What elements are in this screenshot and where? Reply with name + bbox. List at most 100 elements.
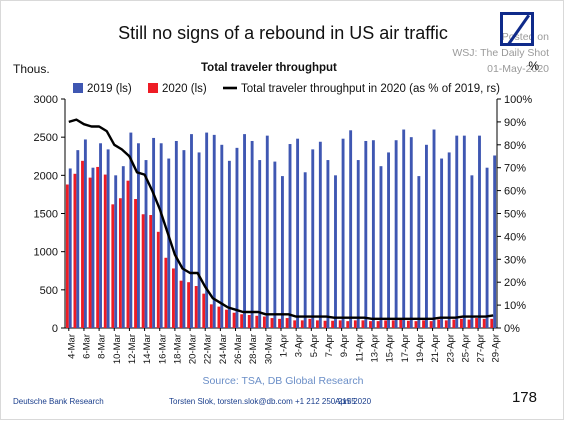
x-tick-label: 11-Apr bbox=[354, 334, 365, 362]
y-tick-label-left: 3000 bbox=[34, 94, 58, 106]
bar-2019 bbox=[379, 166, 383, 328]
bar-2020 bbox=[88, 177, 92, 328]
y-tick-label-right: 0% bbox=[504, 323, 520, 335]
x-tick-label: 7-Apr bbox=[324, 334, 335, 357]
bar-2019 bbox=[364, 140, 368, 328]
x-tick-label: 12-Mar bbox=[127, 334, 138, 364]
x-tick-label: 26-Mar bbox=[233, 334, 244, 364]
bar-2019 bbox=[167, 158, 171, 328]
y-tick-label-right: 30% bbox=[504, 254, 526, 266]
bar-2019 bbox=[409, 137, 413, 328]
x-tick-label: 3-Apr bbox=[294, 334, 305, 357]
bar-2020 bbox=[391, 320, 395, 328]
bar-2019 bbox=[478, 135, 481, 328]
bar-2020 bbox=[437, 319, 441, 328]
bar-2020 bbox=[316, 320, 319, 328]
bar-2020 bbox=[414, 321, 418, 328]
bar-2019 bbox=[182, 150, 186, 328]
watermark-line: 01-May-2020 bbox=[487, 63, 549, 75]
bar-2019 bbox=[190, 134, 193, 328]
y-tick-label-left: 500 bbox=[40, 285, 58, 297]
y-tick-label-left: 1000 bbox=[34, 247, 58, 259]
bar-2020 bbox=[103, 174, 107, 328]
x-tick-label: 24-Mar bbox=[218, 334, 229, 364]
y-tick-label-right: 90% bbox=[504, 117, 526, 129]
bar-2020 bbox=[331, 320, 335, 328]
bar-2019 bbox=[371, 140, 375, 328]
bar-2020 bbox=[285, 318, 289, 328]
bar-2020 bbox=[179, 280, 183, 328]
bar-2020 bbox=[141, 214, 145, 328]
legend-label-2020: 2020 (ls) bbox=[162, 83, 207, 95]
x-tick-label: 21-Apr bbox=[430, 334, 441, 363]
bar-2020 bbox=[399, 319, 403, 328]
bar-2020 bbox=[126, 180, 130, 328]
page-title: Still no signs of a rebound in US air tr… bbox=[118, 23, 448, 43]
bar-2020 bbox=[278, 318, 281, 328]
x-tick-label: 10-Mar bbox=[112, 334, 123, 364]
chart-title: Total traveler throughput bbox=[201, 62, 337, 74]
bar-2019 bbox=[387, 152, 390, 328]
bar-2020 bbox=[262, 316, 266, 328]
bar-2019 bbox=[129, 132, 133, 328]
bar-2020 bbox=[172, 268, 175, 328]
bar-2019 bbox=[394, 140, 398, 328]
bar-2019 bbox=[137, 143, 140, 328]
x-tick-label: 20-Mar bbox=[188, 334, 199, 364]
bar-2020 bbox=[255, 315, 259, 328]
bar-2020 bbox=[422, 320, 425, 328]
bar-2019 bbox=[99, 143, 102, 328]
y-tick-label-left: 2000 bbox=[34, 170, 58, 182]
bar-2019 bbox=[425, 144, 428, 328]
source-note: Source: TSA, DB Global Research bbox=[202, 375, 364, 387]
page-number: 178 bbox=[511, 389, 537, 406]
bar-2020 bbox=[300, 320, 304, 328]
bar-2020 bbox=[96, 166, 100, 328]
bar-2020 bbox=[202, 293, 206, 328]
bar-2019 bbox=[303, 172, 307, 328]
footer-date: April 2020 bbox=[335, 397, 372, 406]
bar-2020 bbox=[217, 306, 221, 328]
bar-2020 bbox=[361, 320, 365, 328]
bar-2019 bbox=[144, 160, 148, 328]
bar-2019 bbox=[76, 150, 80, 328]
bar-2019 bbox=[455, 135, 459, 328]
y-tick-label-right: 60% bbox=[504, 186, 526, 198]
bar-2019 bbox=[243, 134, 246, 328]
bar-2019 bbox=[68, 168, 72, 328]
bar-2020 bbox=[353, 320, 357, 328]
legend-label-line: Total traveler throughput in 2020 (as % … bbox=[241, 83, 500, 95]
bar-2019 bbox=[311, 149, 315, 328]
x-tick-label: 8-Mar bbox=[97, 334, 108, 359]
bar-2020 bbox=[73, 173, 77, 328]
bar-2020 bbox=[118, 198, 122, 328]
bar-2020 bbox=[482, 318, 486, 328]
y-tick-label-right: 50% bbox=[504, 209, 526, 221]
bar-2019 bbox=[493, 155, 497, 328]
x-tick-label: 4-Mar bbox=[66, 334, 77, 359]
x-tick-label: 9-Apr bbox=[339, 334, 350, 357]
bar-2019 bbox=[341, 138, 345, 328]
bar-2020 bbox=[149, 215, 153, 328]
bar-2020 bbox=[225, 309, 228, 328]
bar-2019 bbox=[349, 130, 353, 328]
x-tick-label: 23-Apr bbox=[445, 334, 456, 363]
bar-2019 bbox=[447, 152, 451, 328]
x-tick-label: 15-Apr bbox=[385, 334, 396, 363]
x-tick-label: 18-Mar bbox=[172, 334, 183, 364]
bar-2019 bbox=[197, 152, 201, 328]
bar-2019 bbox=[334, 175, 337, 328]
bar-2019 bbox=[205, 132, 209, 328]
bar-2020 bbox=[232, 312, 236, 328]
bar-2019 bbox=[288, 144, 292, 328]
x-tick-label: 28-Mar bbox=[248, 334, 259, 364]
bar-2020 bbox=[187, 282, 191, 328]
x-tick-label: 13-Apr bbox=[369, 334, 380, 363]
bar-2019 bbox=[83, 139, 87, 328]
bar-2019 bbox=[114, 175, 118, 328]
bar-2020 bbox=[240, 314, 244, 328]
bar-2019 bbox=[159, 143, 163, 328]
watermark-line: WSJ: The Daily Shot bbox=[452, 47, 549, 59]
